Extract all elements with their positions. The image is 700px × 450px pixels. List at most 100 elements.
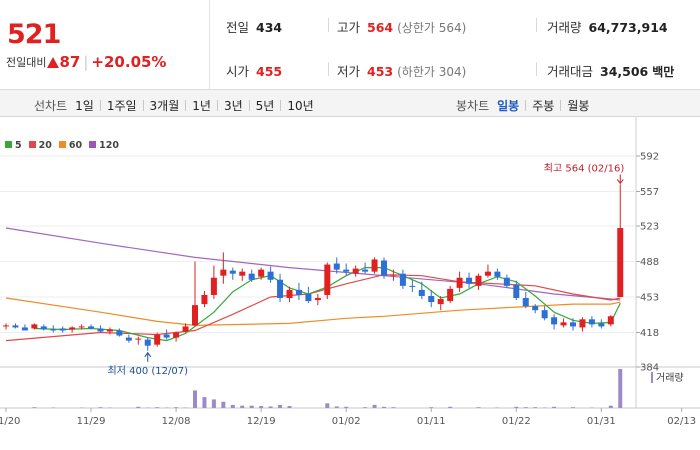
up-triangle-icon (47, 57, 60, 68)
ma120-line (5, 227, 621, 301)
candle-down (503, 277, 510, 286)
period-3m-button[interactable]: 3개월 (149, 99, 180, 113)
divider (142, 100, 144, 111)
period-5y-button[interactable]: 5년 (255, 99, 275, 113)
period-1d-button[interactable]: 1일 (75, 99, 94, 113)
volume-bar (230, 404, 235, 408)
high-arrow-head (616, 179, 624, 185)
monthly-candle-button[interactable]: 월봉 (567, 99, 590, 113)
open-stat: 시가 455 (226, 61, 282, 80)
legend-item-ma120: 120 (89, 140, 119, 151)
x-tick-label: 12/19 (247, 416, 276, 427)
volume-bar (514, 406, 519, 408)
candle-up (3, 325, 9, 327)
x-tick-label: 01/11 (417, 416, 446, 427)
candle-up (560, 322, 567, 326)
x-tick-label: 01/31 (587, 416, 616, 427)
legend-label: 20 (38, 140, 52, 151)
volume-bar (372, 404, 377, 408)
candle-up (258, 269, 265, 277)
volume-bar (334, 406, 339, 408)
candle-up (617, 228, 624, 298)
candle-up (484, 271, 491, 276)
volume-bar (202, 397, 207, 408)
legend-swatch (28, 141, 36, 148)
volume-value: 64,773,914 (588, 20, 668, 35)
trade-value-label: 거래대금 (547, 64, 594, 79)
period-1w-button[interactable]: 1주일 (106, 99, 137, 113)
open-value: 455 (256, 64, 283, 79)
volume-bar (221, 401, 226, 408)
candle-down (21, 327, 28, 331)
moving-average-legend: 5 20 60 120 (5, 140, 126, 151)
candle-down (116, 330, 123, 336)
legend-label: 120 (99, 140, 119, 151)
candle-down (399, 273, 406, 286)
volume-bar (523, 407, 528, 408)
weekly-candle-button[interactable]: 주봉 (532, 99, 555, 113)
line-chart-label: 선차트 (34, 99, 68, 113)
candle-up (390, 274, 397, 276)
volume-bar (391, 407, 396, 408)
candle-down (551, 317, 558, 325)
candle-chart-period-group: 봉차트 일봉 주봉 월봉 (456, 97, 589, 114)
lower-limit-note: (하한가 304) (397, 65, 467, 79)
legend-swatch (58, 141, 66, 148)
candle-down (333, 263, 340, 270)
y-tick-label: 453 (640, 293, 659, 304)
legend-label: 60 (68, 140, 83, 151)
x-tick-label: 01/02 (332, 416, 361, 427)
y-tick-label: 488 (640, 257, 659, 268)
volume-bar (476, 407, 481, 408)
volume-bar (211, 399, 216, 408)
volume-bar (363, 407, 368, 408)
trade-value-stat: 거래대금 34,506 백만 (547, 61, 674, 80)
x-tick-label: 02/13 (667, 416, 696, 427)
volume-bar (608, 405, 613, 408)
candle-down (513, 284, 520, 299)
volume-label: 거래량 (547, 20, 582, 35)
candle-up (239, 271, 246, 276)
divider (560, 100, 562, 111)
current-price: 521 (7, 19, 61, 50)
divider (216, 100, 218, 111)
volume-bar (32, 407, 37, 408)
volume-bar (193, 390, 197, 408)
candle-down (381, 260, 387, 276)
legend-label: 5 (15, 140, 22, 151)
volume-bar (278, 404, 283, 408)
high-value: 564 (367, 20, 394, 35)
candle-down (418, 289, 425, 296)
candle-down (343, 269, 350, 272)
y-tick-label: 557 (640, 187, 659, 198)
candle-up (31, 324, 38, 329)
volume-stat: 거래량 64,773,914 (547, 17, 668, 36)
candle-down (248, 273, 255, 280)
volume-bar (571, 407, 575, 408)
period-10y-button[interactable]: 10년 (287, 99, 314, 113)
period-3y-button[interactable]: 3년 (223, 99, 243, 113)
candle-up (579, 319, 586, 328)
candle-down (598, 323, 605, 327)
candle-down (362, 269, 369, 272)
candle-up (324, 264, 331, 295)
trade-value-value: 34,506 (600, 64, 649, 79)
legend-item-ma5: 5 (5, 140, 22, 151)
candle-down (229, 270, 236, 274)
daily-candle-button[interactable]: 일봉 (497, 99, 520, 113)
period-1y-button[interactable]: 1년 (192, 99, 211, 113)
legend-item-ma60: 60 (58, 140, 83, 151)
open-label: 시가 (226, 64, 250, 79)
chart-toolbar: 선차트 1일 1주일 3개월 1년 3년 5년 10년 봉차트 일봉 주봉 월봉 (0, 90, 700, 117)
volume-bar (249, 405, 254, 408)
volume-bar (552, 406, 557, 408)
candle-up (69, 327, 76, 330)
low-value: 453 (367, 64, 394, 79)
volume-bar (344, 406, 349, 408)
candle-down (144, 339, 151, 346)
x-tick-label: 11/20 (0, 416, 20, 427)
low-stat: 저가 453 (하한가 304) (337, 61, 466, 80)
candle-up (78, 326, 85, 328)
low-annotation: 최저 400 (12/07) (108, 365, 189, 377)
volume-legend-label: 거래량 (656, 372, 684, 384)
